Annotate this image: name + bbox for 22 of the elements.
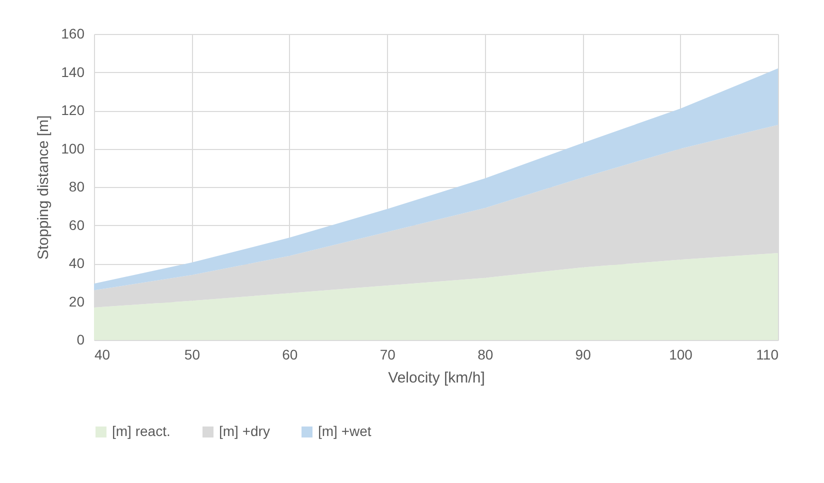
y-tick-label: 60 [68, 216, 85, 233]
y-axis-title: Stopping distance [m] [35, 115, 52, 260]
y-tick-label: 100 [61, 140, 85, 156]
x-axis-title: Velocity [km/h] [388, 370, 485, 386]
y-tick-label: 120 [61, 102, 85, 118]
legend-label: [m] +wet [318, 423, 372, 439]
x-tick-label: 100 [669, 346, 693, 362]
x-tick-label: 80 [478, 346, 494, 362]
x-tick-label: 70 [380, 346, 396, 362]
x-tick-label: 60 [282, 346, 298, 362]
y-tick-label: 160 [61, 26, 85, 42]
y-tick-label: 40 [68, 255, 85, 271]
legend-label: [m] react. [112, 423, 170, 439]
x-tick-label: 110 [756, 346, 779, 362]
x-tick-label: 40 [94, 346, 110, 362]
y-tick-label: 80 [68, 178, 85, 194]
y-tick-label: 0 [76, 332, 85, 348]
x-tick-label: 50 [184, 346, 200, 362]
x-tick-label: 90 [575, 346, 592, 362]
y-tick-label: 140 [61, 64, 85, 80]
legend-label: [m] +dry [219, 423, 270, 439]
y-tick-label: 20 [68, 293, 85, 310]
